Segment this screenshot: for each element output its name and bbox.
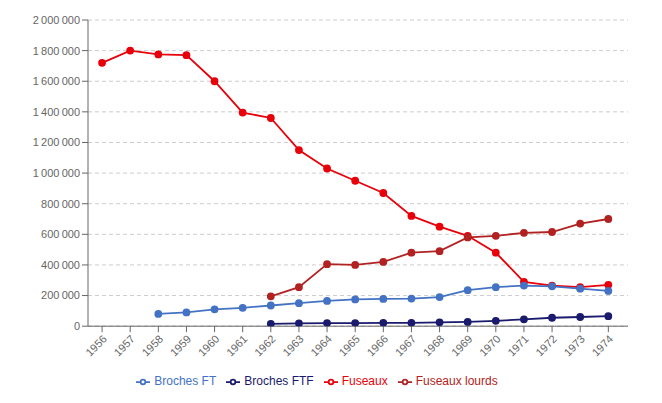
svg-text:1965: 1965 xyxy=(336,333,362,359)
svg-text:1963: 1963 xyxy=(280,333,306,359)
svg-text:1968: 1968 xyxy=(421,333,447,359)
svg-text:1974: 1974 xyxy=(589,333,615,359)
svg-text:1956: 1956 xyxy=(83,333,109,359)
svg-text:1959: 1959 xyxy=(168,333,194,359)
svg-text:1966: 1966 xyxy=(364,333,390,359)
svg-text:1967: 1967 xyxy=(393,333,419,359)
svg-text:2 000 000: 2 000 000 xyxy=(33,14,80,26)
svg-text:1 400 000: 1 400 000 xyxy=(33,106,80,118)
svg-text:1 800 000: 1 800 000 xyxy=(33,45,80,57)
svg-text:200 000: 200 000 xyxy=(41,289,80,301)
svg-text:800 000: 800 000 xyxy=(41,198,80,210)
svg-text:1962: 1962 xyxy=(252,333,278,359)
html-text:Fuseaux: Fuseaux xyxy=(341,374,388,389)
svg-text:1 000 000: 1 000 000 xyxy=(33,167,80,179)
svg-text:1 600 000: 1 600 000 xyxy=(33,75,80,87)
svg-text:400 000: 400 000 xyxy=(41,259,80,271)
svg-text:1964: 1964 xyxy=(308,333,334,359)
svg-text:1958: 1958 xyxy=(139,333,165,359)
svg-text:1 200 000: 1 200 000 xyxy=(33,136,80,148)
svg-text:1957: 1957 xyxy=(111,333,137,359)
svg-text:1960: 1960 xyxy=(196,333,222,359)
html-text:Fuseaux lourds: Fuseaux lourds xyxy=(415,374,498,389)
svg-text:1973: 1973 xyxy=(561,333,587,359)
svg-text:1970: 1970 xyxy=(477,333,503,359)
svg-text:1961: 1961 xyxy=(224,333,250,359)
html-text:Broches FT: Broches FT xyxy=(154,374,217,389)
html-text:Broches FTF: Broches FTF xyxy=(244,374,314,389)
svg-text:0: 0 xyxy=(74,320,80,332)
svg-text:1969: 1969 xyxy=(449,333,475,359)
svg-text:1972: 1972 xyxy=(533,333,559,359)
svg-text:600 000: 600 000 xyxy=(41,228,80,240)
svg-text:1971: 1971 xyxy=(505,333,531,359)
